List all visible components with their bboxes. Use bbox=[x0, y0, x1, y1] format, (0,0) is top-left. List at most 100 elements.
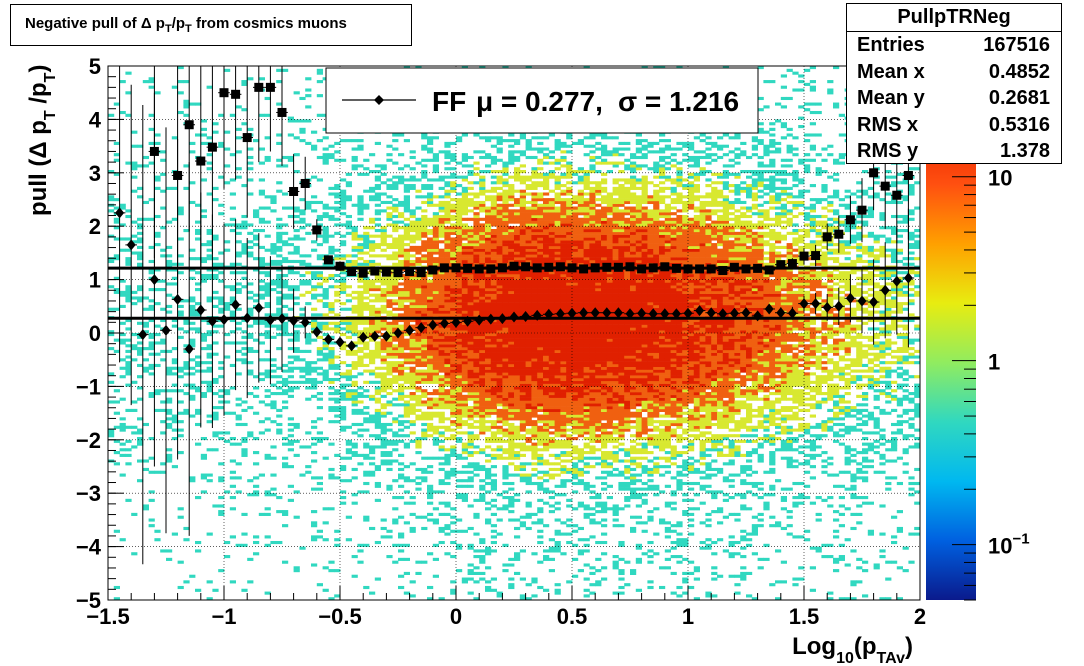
density-cell bbox=[456, 361, 463, 365]
density-cell bbox=[444, 375, 451, 379]
density-cell bbox=[334, 290, 341, 294]
density-cell bbox=[438, 330, 445, 334]
density-cell bbox=[508, 203, 515, 207]
density-cell bbox=[496, 237, 503, 241]
density-cell bbox=[508, 358, 515, 362]
density-cell bbox=[502, 490, 509, 494]
density-cell bbox=[392, 257, 399, 261]
density-cell bbox=[276, 164, 283, 168]
density-cell bbox=[276, 408, 283, 412]
density-cell bbox=[108, 372, 115, 376]
density-cell bbox=[340, 318, 347, 323]
density-cell bbox=[398, 543, 405, 547]
density-cell bbox=[473, 352, 480, 356]
density-cell bbox=[456, 259, 463, 264]
density-cell bbox=[485, 459, 492, 463]
density-cell bbox=[380, 209, 387, 213]
density-cell bbox=[374, 203, 381, 207]
density-cell bbox=[125, 288, 132, 292]
density-cell bbox=[473, 420, 480, 424]
density-cell bbox=[456, 529, 463, 533]
density-cell bbox=[438, 248, 445, 252]
density-cell bbox=[479, 307, 486, 311]
density-cell bbox=[508, 383, 515, 387]
density-cell bbox=[537, 358, 544, 362]
density-cell bbox=[125, 161, 132, 165]
density-cell bbox=[490, 302, 497, 306]
density-cell bbox=[485, 155, 492, 160]
density-cell bbox=[456, 240, 463, 244]
density-cell bbox=[369, 243, 376, 247]
density-cell bbox=[508, 445, 515, 449]
density-cell bbox=[195, 442, 202, 446]
density-cell bbox=[490, 220, 497, 224]
density-cell bbox=[479, 417, 486, 421]
density-cell bbox=[224, 411, 231, 415]
density-cell bbox=[409, 431, 416, 435]
density-cell bbox=[531, 296, 538, 300]
density-cell bbox=[450, 436, 457, 441]
density-cell bbox=[537, 158, 544, 162]
density-cell bbox=[537, 392, 544, 396]
density-cell bbox=[519, 408, 526, 412]
density-cell bbox=[137, 296, 144, 300]
density-cell bbox=[496, 493, 503, 497]
density-cell bbox=[485, 254, 492, 258]
density-cell bbox=[421, 234, 428, 238]
density-cell bbox=[345, 383, 352, 387]
density-cell bbox=[496, 330, 503, 334]
density-cell bbox=[427, 293, 434, 297]
density-cell bbox=[444, 248, 451, 252]
density-cell bbox=[125, 262, 132, 266]
density-cell bbox=[473, 133, 480, 137]
density-cell bbox=[485, 439, 492, 443]
density-cell bbox=[485, 290, 492, 294]
density-cell bbox=[479, 403, 486, 407]
density-cell bbox=[537, 476, 544, 480]
density-cell bbox=[131, 251, 138, 255]
density-cell bbox=[299, 254, 306, 258]
density-cell bbox=[166, 456, 173, 460]
density-cell bbox=[525, 408, 532, 412]
density-cell bbox=[502, 321, 509, 325]
density-cell bbox=[537, 259, 544, 264]
density-cell bbox=[241, 318, 248, 323]
density-cell bbox=[276, 189, 283, 193]
density-cell bbox=[241, 451, 248, 455]
density-cell bbox=[514, 408, 521, 412]
density-cell bbox=[258, 333, 265, 337]
density-cell bbox=[345, 184, 352, 188]
density-cell bbox=[403, 206, 410, 210]
density-cell bbox=[334, 389, 341, 393]
density-cell bbox=[415, 231, 422, 235]
density-cell bbox=[525, 473, 532, 477]
density-cell bbox=[502, 363, 509, 368]
density-cell bbox=[328, 507, 335, 511]
density-cell bbox=[357, 147, 364, 151]
density-cell bbox=[270, 392, 277, 396]
density-cell bbox=[502, 470, 509, 474]
density-cell bbox=[531, 383, 538, 387]
density-cell bbox=[508, 504, 515, 508]
density-cell bbox=[334, 158, 341, 162]
density-cell bbox=[200, 141, 207, 145]
density-cell bbox=[432, 290, 439, 294]
density-cell bbox=[502, 167, 509, 171]
density-cell bbox=[345, 195, 352, 199]
density-cell bbox=[450, 507, 457, 511]
density-cell bbox=[479, 344, 486, 348]
density-cell bbox=[392, 240, 399, 244]
density-cell bbox=[363, 240, 370, 244]
density-cell bbox=[450, 189, 457, 193]
density-cell bbox=[490, 335, 497, 339]
density-cell bbox=[322, 293, 329, 297]
density-cell bbox=[403, 243, 410, 247]
density-cell bbox=[398, 372, 405, 376]
density-cell bbox=[351, 375, 358, 379]
density-cell bbox=[467, 237, 474, 241]
density-cell bbox=[537, 386, 544, 390]
density-cell bbox=[479, 288, 486, 292]
density-cell bbox=[496, 324, 503, 328]
density-cell bbox=[473, 425, 480, 429]
density-cell bbox=[340, 361, 347, 365]
